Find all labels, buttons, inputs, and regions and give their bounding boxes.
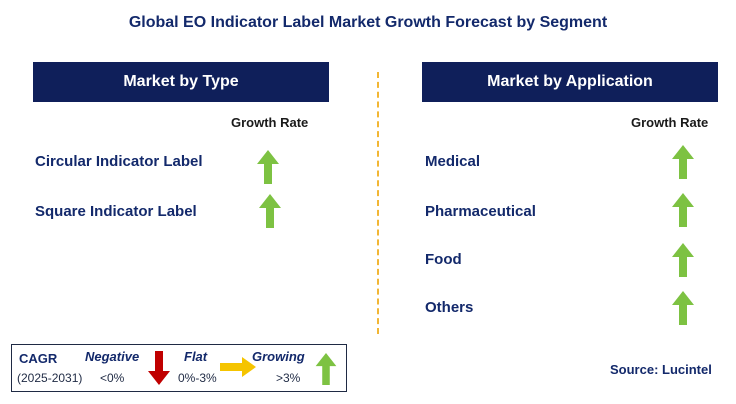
up-arrow-icon: [257, 150, 279, 184]
source-note: Source: Lucintel: [610, 362, 712, 377]
legend-cagr-label: CAGR: [19, 351, 58, 366]
panel-divider: [377, 72, 379, 334]
type-item-label: Circular Indicator Label: [35, 153, 203, 170]
type-segment-header: Market by Type: [33, 62, 329, 102]
up-arrow-icon: [672, 291, 694, 325]
legend-negative-label: Negative: [85, 349, 140, 364]
legend-period: (2025-2031): [17, 371, 83, 385]
application-item-label: Medical: [425, 153, 481, 170]
legend-growing-label: Growing: [252, 349, 305, 364]
application-item-label: Others: [425, 299, 474, 316]
up-arrow-icon: [672, 145, 694, 179]
application-item-label: Food: [425, 251, 462, 268]
up-arrow-icon: [259, 194, 281, 228]
legend-negative-range: <0%: [100, 371, 125, 385]
right-arrow-icon: [220, 357, 256, 377]
up-arrow-icon: [672, 193, 694, 227]
up-arrow-icon: [672, 243, 694, 277]
application-segment-header: Market by Application: [422, 62, 718, 102]
application-item-label: Pharmaceutical: [425, 203, 536, 220]
down-arrow-icon: [148, 351, 170, 385]
legend-flat-label: Flat: [184, 349, 208, 364]
legend-flat-range: 0%-3%: [178, 371, 217, 385]
legend-growing-range: >3%: [276, 371, 301, 385]
type-item-label: Square Indicator Label: [35, 203, 197, 220]
up-arrow-icon: [315, 353, 337, 385]
cagr-legend: CAGR (2025-2031) Negative <0% Flat 0%-3%…: [11, 344, 347, 392]
application-growth-rate-header: Growth Rate: [631, 115, 709, 130]
type-growth-rate-header: Growth Rate: [231, 115, 309, 130]
page-title: Global EO Indicator Label Market Growth …: [128, 14, 608, 31]
